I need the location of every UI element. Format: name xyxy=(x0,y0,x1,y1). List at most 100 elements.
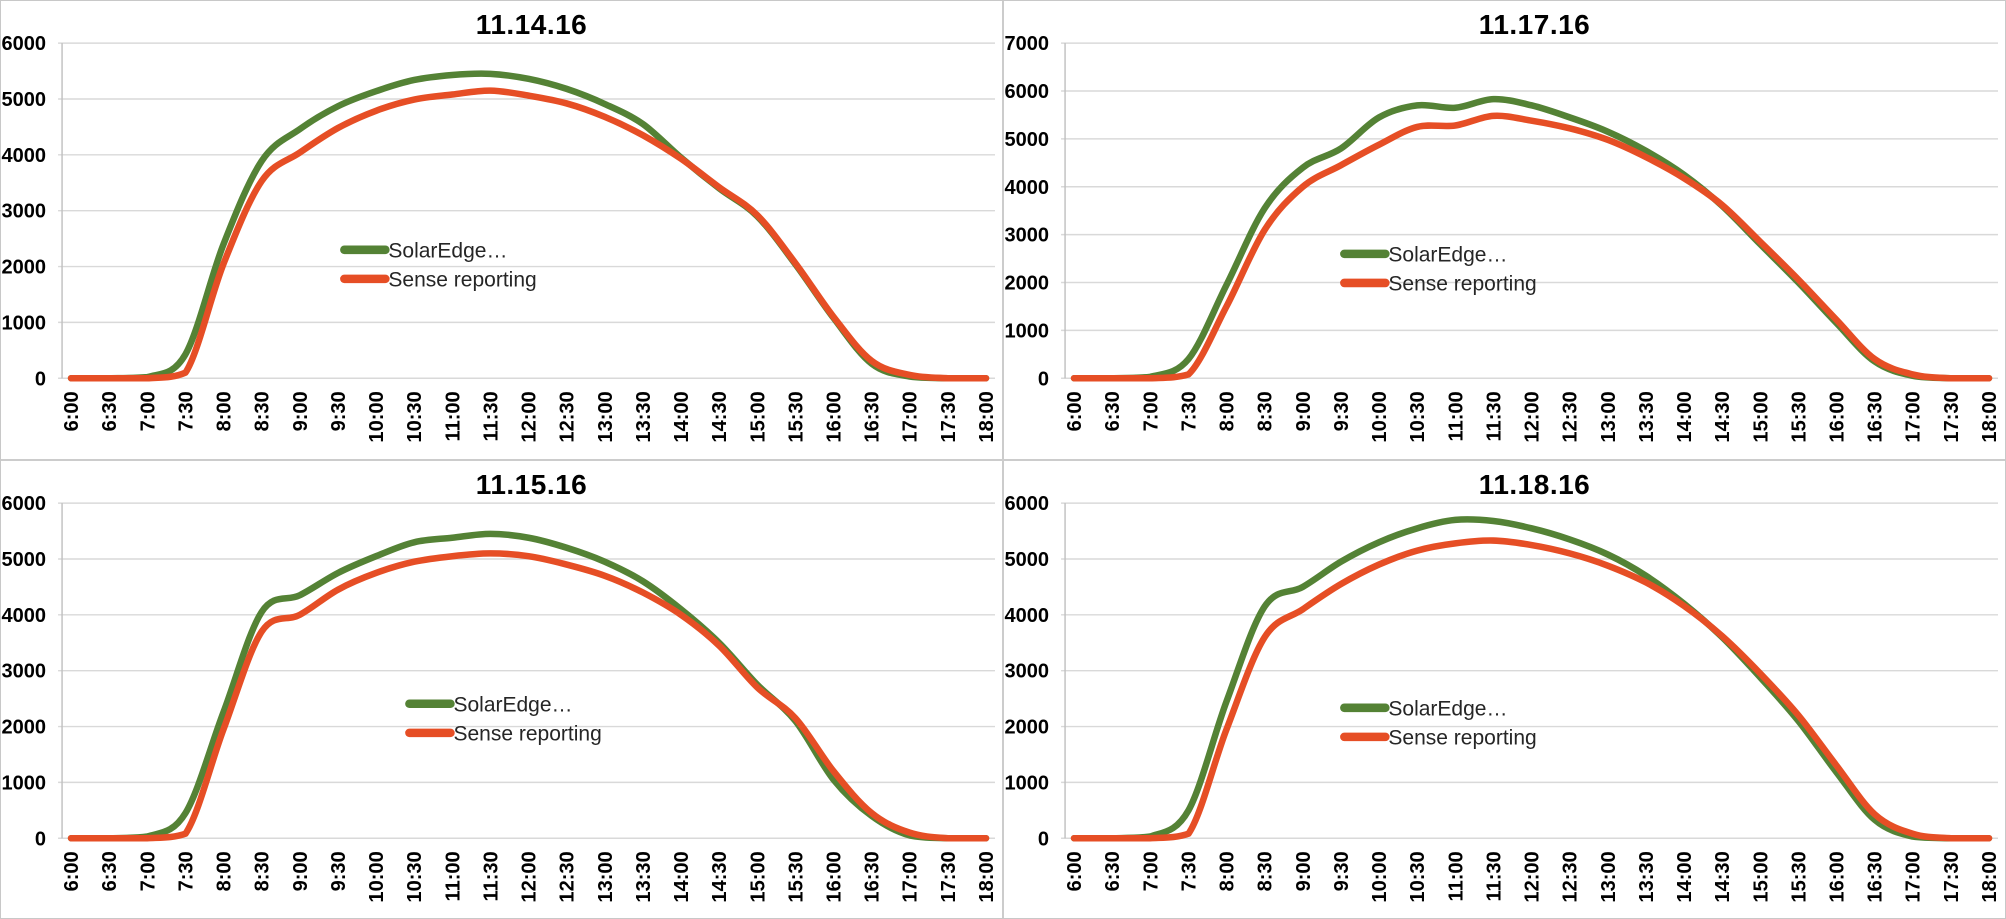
x-tick-label: 13:00 xyxy=(595,851,617,902)
sense-reporting-line xyxy=(1070,112,1993,382)
x-tick-label: 18:00 xyxy=(1979,391,2001,442)
x-tick-label: 12:00 xyxy=(519,391,541,442)
x-tick-label: 11:00 xyxy=(1445,391,1467,441)
y-tick-label: 3000 xyxy=(2,660,47,682)
y-tick-label: 5000 xyxy=(1005,129,1050,151)
y-tick-label: 4000 xyxy=(1005,604,1050,626)
x-tick-label: 13:00 xyxy=(595,391,617,442)
x-tick-label: 14:00 xyxy=(1674,851,1696,902)
x-axis-tick-labels: 6:00 6:30 7:00 7:30 8:00 8:30 9:00 9:30 10:00 10:… xyxy=(61,851,998,902)
sense-reporting-legend-label: Sense reporting xyxy=(453,722,601,745)
x-tick-label: 9:30 xyxy=(1331,851,1353,891)
x-tick-label: 16:30 xyxy=(1865,391,1887,442)
y-tick-label: 0 xyxy=(1038,368,1049,390)
x-tick-label: 8:00 xyxy=(1217,851,1239,891)
x-tick-label: 8:30 xyxy=(252,391,274,431)
x-tick-label: 6:00 xyxy=(1064,391,1086,431)
y-tick-label: 4000 xyxy=(2,145,47,167)
x-tick-label: 14:00 xyxy=(1674,391,1696,442)
y-axis-tick-labels: 0 1000 2000 3000 4000 5000 6000 xyxy=(2,33,47,390)
x-tick-label: 11:00 xyxy=(442,391,464,441)
x-tick-label: 6:00 xyxy=(61,391,83,431)
x-tick-label: 8:30 xyxy=(252,851,274,891)
x-tick-label: 7:00 xyxy=(1140,851,1162,891)
sense-reporting-legend-label: Sense reporting xyxy=(1388,272,1536,295)
x-tick-label: 6:00 xyxy=(61,851,83,891)
x-tick-label: 9:30 xyxy=(328,851,350,891)
x-tick-label: 7:00 xyxy=(137,851,159,891)
x-tick-label: 9:00 xyxy=(1293,391,1315,431)
x-tick-label: 10:30 xyxy=(404,391,426,442)
x-tick-label: 9:30 xyxy=(328,391,350,431)
x-tick-label: 11:30 xyxy=(1483,391,1505,441)
x-tick-label: 16:30 xyxy=(862,391,884,442)
x-tick-label: 15:00 xyxy=(1750,391,1772,442)
chart-panel-11-15-16: 11.15.16 0 1000 2000 3000 4000 5000 6000 6:00 6:… xyxy=(1,460,1002,918)
y-tick-label: 5000 xyxy=(2,548,47,570)
x-tick-label: 8:30 xyxy=(1255,851,1277,891)
x-tick-label: 17:00 xyxy=(1903,851,1925,902)
y-gridlines xyxy=(1061,501,1998,839)
x-tick-label: 13:00 xyxy=(1598,851,1620,902)
x-tick-label: 17:30 xyxy=(938,391,960,442)
x-axis-tick-labels: 6:00 6:30 7:00 7:30 8:00 8:30 9:00 9:30 10:00 10:… xyxy=(1064,391,2001,442)
x-tick-label: 11:00 xyxy=(442,851,464,901)
x-tick-label: 13:30 xyxy=(633,851,655,902)
x-tick-label: 15:30 xyxy=(785,851,807,902)
x-tick-label: 10:30 xyxy=(404,851,426,902)
x-tick-label: 11:30 xyxy=(480,851,502,901)
sense-reporting-line xyxy=(1070,536,1993,841)
line-chart-11-15-16: 0 1000 2000 3000 4000 5000 6000 6:00 6:30 7:00 7:3… xyxy=(2,493,998,902)
y-tick-label: 2000 xyxy=(2,716,47,738)
x-tick-label: 13:30 xyxy=(1636,391,1658,442)
solaredge-legend-label: SolarEdge… xyxy=(453,693,572,716)
sense-reporting-line xyxy=(67,87,990,382)
y-tick-label: 0 xyxy=(1038,828,1049,850)
sense-reporting-legend-label: Sense reporting xyxy=(388,268,536,291)
x-tick-label: 7:30 xyxy=(1178,391,1200,431)
x-tick-label: 8:00 xyxy=(1217,391,1239,431)
y-tick-label: 1000 xyxy=(1005,772,1050,794)
y-axis-tick-labels: 0 1000 2000 3000 4000 5000 6000 xyxy=(2,493,47,850)
y-tick-label: 7000 xyxy=(1005,33,1050,55)
x-tick-label: 12:00 xyxy=(1522,851,1544,902)
y-tick-label: 4000 xyxy=(2,604,47,626)
x-tick-label: 14:30 xyxy=(1712,851,1734,902)
x-tick-label: 16:00 xyxy=(1827,391,1849,442)
x-tick-label: 16:30 xyxy=(1865,851,1887,902)
x-tick-label: 18:00 xyxy=(976,851,998,902)
y-tick-label: 3000 xyxy=(1005,225,1050,247)
y-tick-label: 1000 xyxy=(2,312,47,334)
x-tick-label: 16:00 xyxy=(1827,851,1849,902)
x-axis-tick-labels: 6:00 6:30 7:00 7:30 8:00 8:30 9:00 9:30 10:00 10:… xyxy=(61,391,998,442)
x-tick-label: 15:30 xyxy=(1788,391,1810,442)
y-axis-tick-labels: 0 1000 2000 3000 4000 5000 6000 xyxy=(1005,493,1050,850)
x-tick-label: 17:30 xyxy=(1941,391,1963,442)
x-tick-label: 14:30 xyxy=(709,851,731,902)
x-tick-label: 12:00 xyxy=(519,851,541,902)
x-tick-label: 8:00 xyxy=(214,391,236,431)
legend: SolarEdge… Sense reporting xyxy=(405,693,602,745)
x-tick-label: 17:00 xyxy=(900,851,922,902)
x-tick-label: 6:30 xyxy=(1102,391,1124,431)
x-tick-label: 14:30 xyxy=(1712,391,1734,442)
y-tick-label: 4000 xyxy=(1005,177,1050,199)
legend: SolarEdge… Sense reporting xyxy=(1340,243,1537,295)
y-tick-label: 5000 xyxy=(1005,548,1050,570)
x-tick-label: 9:00 xyxy=(290,391,312,431)
x-tick-label: 16:00 xyxy=(824,851,846,902)
y-tick-label: 2000 xyxy=(2,257,47,279)
x-tick-label: 6:30 xyxy=(1102,851,1124,891)
x-tick-label: 17:30 xyxy=(1941,851,1963,902)
x-tick-label: 15:30 xyxy=(785,391,807,442)
legend: SolarEdge… Sense reporting xyxy=(340,239,537,291)
x-tick-label: 7:30 xyxy=(175,851,197,891)
x-tick-label: 14:00 xyxy=(671,851,693,902)
x-tick-label: 12:30 xyxy=(557,391,579,442)
x-tick-label: 10:00 xyxy=(366,391,388,442)
x-tick-label: 7:30 xyxy=(175,391,197,431)
y-tick-label: 3000 xyxy=(2,201,47,223)
solaredge-legend-label: SolarEdge… xyxy=(1388,243,1507,266)
x-tick-label: 10:00 xyxy=(366,851,388,902)
